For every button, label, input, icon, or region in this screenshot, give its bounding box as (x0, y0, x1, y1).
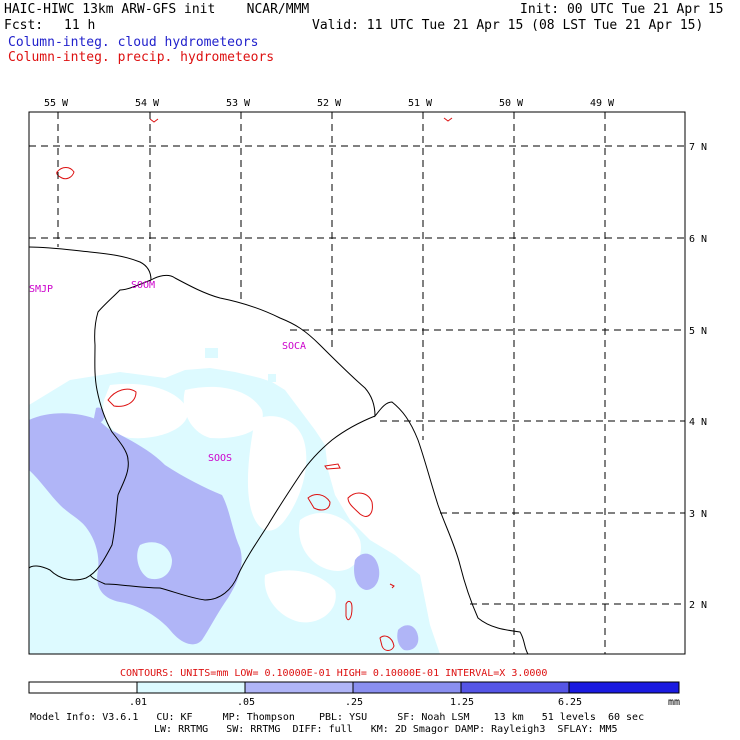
lon-label: 54 W (135, 98, 160, 109)
colorbar-label: .05 (237, 697, 255, 708)
colorbar (28, 681, 680, 694)
lon-labels: 55 W 54 W 53 W 52 W 51 W 50 W 49 W (44, 98, 615, 109)
colorbar-segment-top (568, 681, 680, 694)
colorbar-label: 6.25 (558, 697, 582, 708)
shade-low-region-island (205, 348, 218, 358)
lat-lon-grid (29, 112, 685, 654)
precip-contours (56, 117, 453, 651)
init-time: Init: 00 UTC Tue 21 Apr 15 (520, 2, 724, 17)
model-info-line2: LW: RRTMG SW: RRTMG DIFF: full KM: 2D Sm… (154, 724, 618, 735)
lat-labels: 7 N 6 N 5 N 4 N 3 N 2 N (689, 142, 707, 611)
site-label-soca: SOCA (282, 341, 306, 352)
lon-label: 52 W (317, 98, 342, 109)
colorbar-segment-midhigh (352, 681, 462, 694)
border-west-2 (89, 415, 376, 601)
lon-label: 50 W (499, 98, 524, 109)
shade-mid-region-main (29, 413, 242, 645)
coastlines (29, 246, 529, 654)
colorbar-segment-white (28, 681, 138, 694)
colorbar-label: .25 (345, 697, 363, 708)
colorbar-label: .01 (129, 697, 147, 708)
lon-label: 55 W (44, 98, 69, 109)
site-label-soos: SOOS (208, 453, 232, 464)
colorbar-unit: mm (668, 697, 680, 708)
contours-info: CONTOURS: UNITS=mm LOW= 0.10000E-01 HIGH… (120, 668, 547, 679)
lat-label: 5 N (689, 326, 707, 337)
colorbar-segment-high (460, 681, 570, 694)
shade-mid-region-west (94, 407, 105, 423)
lat-label: 2 N (689, 600, 707, 611)
shade-mid-region-east (354, 553, 380, 590)
forecast-label: Fcst: (4, 18, 44, 33)
lat-label: 6 N (689, 234, 707, 245)
colorbar-segment-low (136, 681, 246, 694)
plot-frame (28, 111, 686, 655)
lat-label: 4 N (689, 417, 707, 428)
shade-low-region-small (268, 374, 276, 382)
coastline-north (29, 246, 529, 654)
lon-label: 53 W (226, 98, 251, 109)
site-label-soom: SOOM (131, 280, 155, 291)
lon-label: 51 W (408, 98, 433, 109)
colorbar-labels: .01 .05 .25 1.25 6.25 mm (129, 697, 680, 708)
chart-title: HAIC-HIWC 13km ARW-GFS init NCAR/MMM (4, 2, 310, 17)
site-label-smjp: SMJP (29, 284, 53, 295)
shade-mid-region-se (397, 625, 419, 651)
lon-label: 49 W (590, 98, 615, 109)
border-west-1 (29, 279, 152, 581)
lat-label: 7 N (689, 142, 707, 153)
model-info-line1: Model Info: V3.6.1 CU: KF MP: Thompson P… (30, 712, 645, 723)
site-labels: SMJP SOOM SOCA SOOS (29, 280, 306, 464)
colorbar-label: 1.25 (450, 697, 474, 708)
valid-time: Valid: 11 UTC Tue 21 Apr 15 (08 LST Tue … (312, 18, 704, 33)
forecast-hour: 11 h (64, 18, 96, 33)
field-cloud-label: Column-integ. cloud hydrometeors (8, 35, 259, 50)
colorbar-segment-mid (244, 681, 354, 694)
field-precip-label: Column-integ. precip. hydrometeors (8, 50, 275, 65)
shaded-field (29, 348, 440, 654)
lat-label: 3 N (689, 509, 707, 520)
